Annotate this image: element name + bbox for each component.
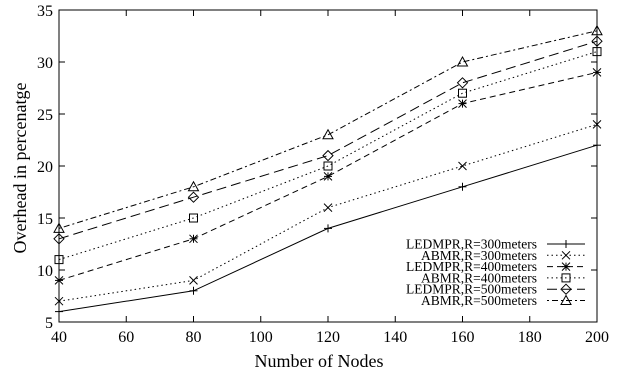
data-point-marker: [458, 161, 467, 171]
series-line: [58, 30, 598, 229]
legend-label: ABMR,R=300meters: [421, 248, 537, 263]
data-point-marker: [189, 286, 198, 295]
data-point-marker: [323, 172, 333, 181]
data-point-marker: [591, 24, 603, 36]
data-point-marker: [561, 250, 571, 260]
data-point-marker: [54, 296, 64, 306]
data-point-marker: [54, 255, 64, 265]
y-tick-label: 30: [37, 55, 53, 72]
data-point-marker: [458, 182, 467, 191]
x-tick-label: 180: [518, 329, 542, 346]
data-point-marker: [592, 68, 602, 77]
series-line: [58, 71, 598, 281]
data-point-marker: [54, 276, 64, 285]
y-tick-label: 15: [37, 211, 53, 228]
data-point-marker: [324, 224, 332, 233]
x-tick-label: 80: [186, 329, 202, 346]
y-tick-label: 5: [45, 315, 53, 332]
y-axis-label: Overhead in percenatge: [10, 83, 30, 254]
data-point-marker: [456, 77, 469, 89]
chart-series: [53, 24, 603, 316]
data-point-marker: [53, 233, 65, 245]
data-point-marker: [189, 276, 198, 285]
data-point-marker: [323, 161, 333, 171]
y-axis-ticks: 5 10 15 20 25 30 35: [37, 3, 597, 332]
x-tick-label: 160: [451, 329, 475, 346]
legend-label: LEDMPR,R=400meters: [406, 259, 537, 274]
legend-label: LEDMPR,R=500meters: [406, 282, 537, 297]
y-tick-label: 10: [37, 263, 53, 280]
series-line: [58, 40, 598, 240]
y-tick-label: 25: [37, 107, 53, 124]
y-tick-label: 20: [37, 159, 53, 176]
data-point-marker: [187, 191, 200, 203]
legend-label: ABMR,R=500meters: [421, 293, 537, 308]
data-point-marker: [189, 213, 198, 223]
series-line: [58, 51, 598, 261]
x-tick-label: 40: [51, 329, 67, 346]
data-point-marker: [323, 203, 333, 212]
x-axis-label: Number of Nodes: [255, 351, 384, 371]
data-point-marker: [562, 240, 570, 248]
data-point-marker: [189, 234, 198, 244]
x-tick-label: 140: [383, 329, 407, 346]
data-point-marker: [561, 273, 571, 283]
data-point-marker: [593, 141, 601, 150]
data-point-marker: [592, 47, 602, 57]
data-point-marker: [458, 88, 467, 98]
x-tick-label: 120: [316, 329, 340, 346]
x-tick-label: 200: [585, 329, 609, 346]
data-point-marker: [187, 180, 200, 192]
data-point-marker: [561, 262, 571, 271]
data-point-marker: [53, 222, 65, 233]
chart-legend: LEDMPR,R=300metersABMR,R=300metersLEDMPR…: [406, 237, 585, 308]
data-point-marker: [55, 307, 63, 316]
data-point-marker: [560, 283, 572, 295]
data-point-marker: [591, 35, 603, 47]
data-point-marker: [458, 99, 467, 108]
data-point-marker: [560, 294, 572, 305]
x-tick-label: 100: [249, 329, 273, 346]
y-tick-label: 35: [37, 3, 53, 20]
x-tick-label: 60: [118, 329, 134, 346]
data-point-marker: [322, 149, 334, 162]
data-point-marker: [456, 55, 469, 67]
legend-label: LEDMPR,R=300meters: [406, 237, 537, 252]
x-axis-ticks: 40 60 80 100 120 140 160 180 200: [51, 10, 609, 346]
data-point-marker: [592, 120, 602, 129]
legend-label: ABMR,R=400meters: [421, 270, 537, 285]
data-point-marker: [322, 128, 334, 140]
